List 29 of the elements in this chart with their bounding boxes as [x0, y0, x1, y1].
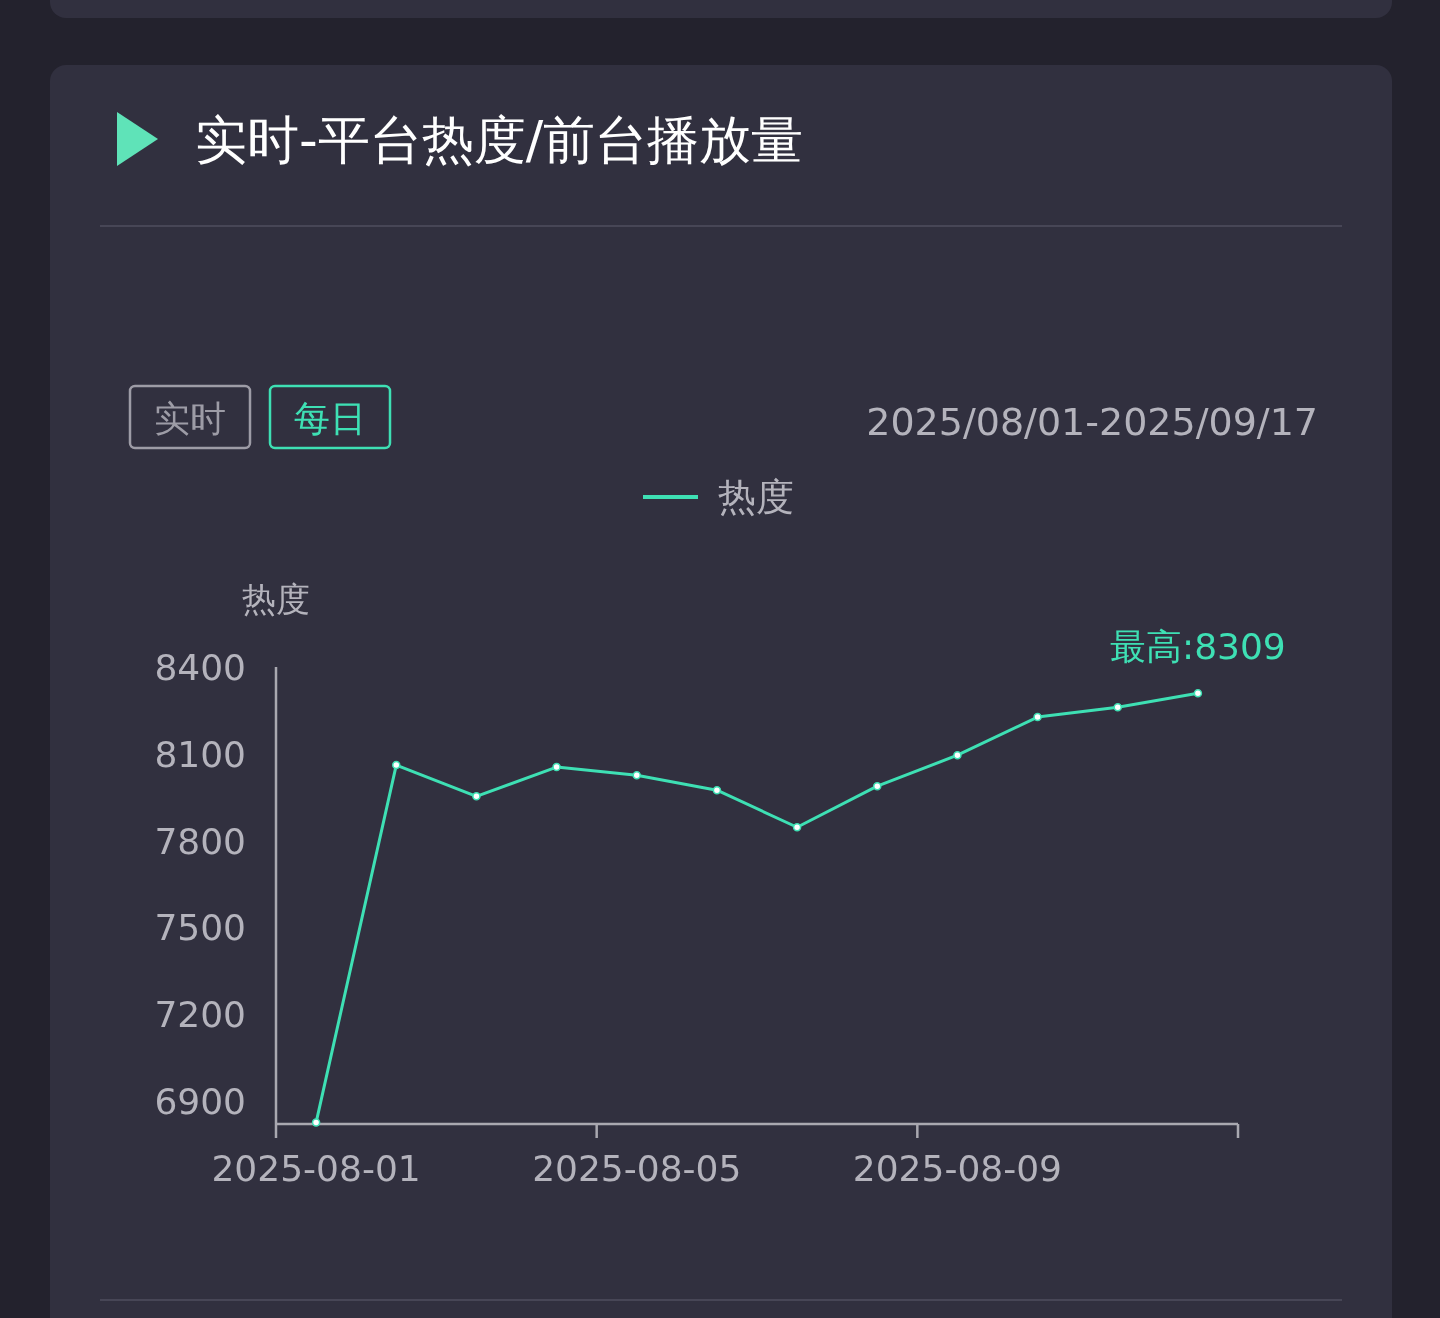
- point: [552, 762, 561, 772]
- point: [792, 822, 802, 832]
- point: [472, 792, 481, 801]
- point: [1193, 689, 1203, 698]
- legend: 热度: [643, 475, 794, 519]
- point: [632, 770, 641, 780]
- point: [1033, 712, 1042, 722]
- legend-label: 热度: [718, 475, 794, 519]
- point: [953, 750, 962, 760]
- y-tick-label: 7800: [154, 820, 246, 862]
- point: [712, 785, 722, 795]
- point: [392, 760, 401, 770]
- y-tick-label: 6900: [154, 1080, 246, 1122]
- x-tick-label: 2025-08-05: [532, 1148, 742, 1189]
- point: [311, 1118, 321, 1127]
- annotation: 最高:8309: [1110, 626, 1286, 668]
- x-tick-label: 2025-08-01: [211, 1148, 421, 1189]
- chart-subtitle: 2025/08/01-2025/09/17: [866, 400, 1318, 444]
- y-axis-title: 热度: [242, 579, 310, 619]
- y-tick-label: 8100: [154, 733, 246, 775]
- button: 每日: [268, 384, 392, 450]
- x-tick-label: 2025-08-09: [852, 1148, 1063, 1189]
- point: [1113, 702, 1122, 712]
- y-tick-label: 7200: [154, 994, 246, 1036]
- point: [873, 781, 882, 791]
- y-tick-label: 7500: [154, 907, 246, 949]
- chart-title: 实时-平台热度/前台播放量: [195, 110, 804, 170]
- y-tick-label: 8400: [154, 647, 246, 688]
- button: 实时: [128, 384, 252, 450]
